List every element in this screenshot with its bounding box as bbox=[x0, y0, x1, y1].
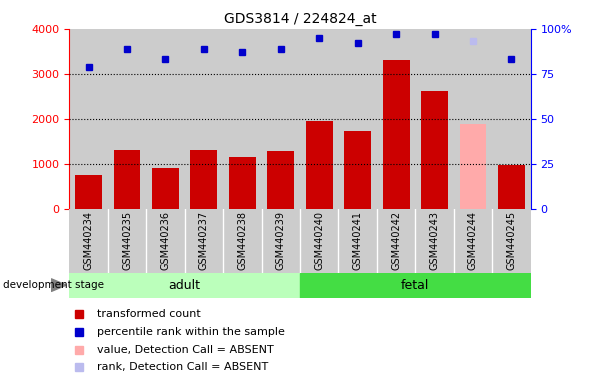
Text: GSM440239: GSM440239 bbox=[276, 210, 286, 270]
Bar bbox=[498, 165, 525, 209]
Bar bbox=[223, 29, 262, 209]
Bar bbox=[454, 209, 492, 273]
Bar bbox=[421, 91, 448, 209]
Bar bbox=[108, 209, 146, 273]
Bar bbox=[229, 157, 256, 209]
Bar bbox=[113, 150, 140, 209]
Text: development stage: development stage bbox=[3, 280, 104, 290]
Text: GSM440244: GSM440244 bbox=[468, 210, 478, 270]
Text: transformed count: transformed count bbox=[97, 309, 201, 319]
Bar bbox=[300, 209, 338, 273]
Bar bbox=[338, 209, 377, 273]
Title: GDS3814 / 224824_at: GDS3814 / 224824_at bbox=[224, 12, 376, 26]
Text: GSM440240: GSM440240 bbox=[314, 210, 324, 270]
Text: GSM440242: GSM440242 bbox=[391, 210, 401, 270]
Text: GSM440235: GSM440235 bbox=[122, 210, 132, 270]
Text: GSM440241: GSM440241 bbox=[353, 210, 362, 270]
Text: rank, Detection Call = ABSENT: rank, Detection Call = ABSENT bbox=[97, 362, 268, 372]
Bar bbox=[185, 29, 223, 209]
Text: adult: adult bbox=[169, 279, 201, 291]
Bar bbox=[415, 29, 453, 209]
Bar bbox=[223, 209, 262, 273]
Bar bbox=[146, 209, 185, 273]
Bar bbox=[383, 60, 409, 209]
Bar bbox=[454, 29, 492, 209]
Bar bbox=[377, 29, 415, 209]
Bar bbox=[146, 29, 185, 209]
Text: value, Detection Call = ABSENT: value, Detection Call = ABSENT bbox=[97, 345, 274, 355]
Text: GSM440245: GSM440245 bbox=[507, 210, 516, 270]
Bar bbox=[69, 209, 108, 273]
Text: GSM440234: GSM440234 bbox=[84, 210, 93, 270]
Text: fetal: fetal bbox=[401, 279, 429, 291]
Bar bbox=[191, 150, 217, 209]
Text: GSM440238: GSM440238 bbox=[238, 210, 247, 270]
Bar bbox=[459, 124, 487, 209]
Bar bbox=[69, 273, 300, 298]
Bar bbox=[492, 29, 531, 209]
Bar bbox=[75, 175, 102, 209]
Text: GSM440243: GSM440243 bbox=[429, 210, 440, 270]
Bar bbox=[338, 29, 377, 209]
Bar bbox=[152, 168, 179, 209]
Bar bbox=[262, 29, 300, 209]
Bar bbox=[492, 209, 531, 273]
Text: GSM440237: GSM440237 bbox=[199, 210, 209, 270]
Bar bbox=[344, 131, 371, 209]
Bar bbox=[108, 29, 146, 209]
Bar bbox=[415, 209, 453, 273]
Bar bbox=[300, 29, 338, 209]
Bar bbox=[267, 151, 294, 209]
Text: percentile rank within the sample: percentile rank within the sample bbox=[97, 327, 285, 337]
Polygon shape bbox=[51, 279, 66, 291]
Bar bbox=[306, 121, 333, 209]
Bar bbox=[300, 273, 531, 298]
Bar bbox=[377, 209, 415, 273]
Text: GSM440236: GSM440236 bbox=[160, 210, 171, 270]
Bar bbox=[69, 29, 108, 209]
Bar bbox=[185, 209, 223, 273]
Bar bbox=[262, 209, 300, 273]
